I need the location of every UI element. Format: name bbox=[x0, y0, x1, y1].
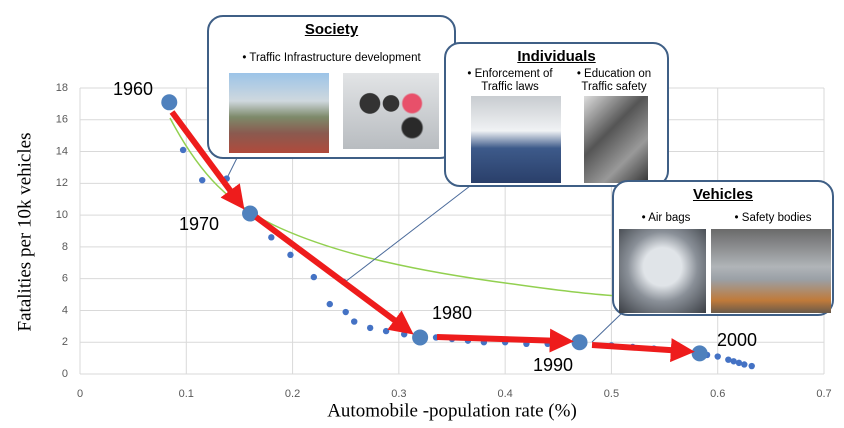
data-point bbox=[749, 363, 755, 369]
callout-item: • Enforcement of Traffic laws bbox=[452, 68, 568, 94]
milestone-point bbox=[692, 345, 708, 361]
callout-vehicles: Vehicles • Air bags • Safety bodies bbox=[612, 180, 834, 316]
data-point bbox=[180, 147, 186, 153]
photo-education bbox=[584, 96, 648, 183]
callout-item: • Safety bodies bbox=[714, 212, 832, 225]
callout-title: Society bbox=[209, 21, 454, 38]
data-point bbox=[268, 234, 274, 240]
data-point bbox=[741, 361, 747, 367]
y-tick-label: 2 bbox=[62, 336, 68, 348]
y-tick-label: 12 bbox=[56, 177, 68, 189]
data-point bbox=[327, 301, 333, 307]
year-label: 2000 bbox=[717, 330, 757, 350]
data-point bbox=[287, 252, 293, 258]
y-tick-label: 4 bbox=[62, 304, 68, 316]
x-tick-label: 0.6 bbox=[710, 388, 725, 400]
y-axis-title: Fatalities per 10k vehicles bbox=[14, 133, 35, 332]
photo-street bbox=[229, 73, 329, 153]
x-tick-label: 0 bbox=[77, 388, 83, 400]
x-tick-label: 0.5 bbox=[604, 388, 619, 400]
photo-crash-test bbox=[711, 229, 831, 313]
data-point bbox=[311, 274, 317, 280]
x-tick-label: 0.7 bbox=[816, 388, 831, 400]
y-tick-label: 14 bbox=[56, 145, 68, 157]
data-point bbox=[383, 328, 389, 334]
data-point bbox=[401, 331, 407, 337]
photo-police bbox=[471, 96, 561, 183]
callout-item: • Air bags bbox=[618, 212, 714, 225]
milestone-point bbox=[161, 94, 177, 110]
y-tick-label: 8 bbox=[62, 241, 68, 253]
milestone-point bbox=[412, 329, 428, 345]
data-point bbox=[367, 325, 373, 331]
year-label: 1980 bbox=[432, 303, 472, 323]
callout-item: • Education on Traffic safety bbox=[566, 68, 662, 94]
x-tick-label: 0.2 bbox=[285, 388, 300, 400]
y-tick-label: 0 bbox=[62, 368, 68, 380]
arrow bbox=[437, 337, 563, 341]
leader-line bbox=[592, 313, 622, 342]
milestone-point bbox=[572, 334, 588, 350]
page: 0 2 4 6 8 10 12 14 16 18 0 0.1 0.2 0.3 0.4 0.5 0.6 0.7 19… bbox=[0, 0, 844, 428]
year-label: 1960 bbox=[113, 79, 153, 99]
x-tick-label: 0.3 bbox=[391, 388, 406, 400]
arrow bbox=[592, 345, 684, 351]
callout-item: • Traffic Infrastructure development bbox=[213, 52, 450, 65]
x-axis-title: Automobile -population rate (%) bbox=[327, 400, 577, 421]
data-point bbox=[715, 353, 721, 359]
year-label: 1990 bbox=[533, 355, 573, 375]
data-point bbox=[351, 318, 357, 324]
y-tick-label: 16 bbox=[56, 114, 68, 126]
data-point bbox=[199, 177, 205, 183]
x-tick-label: 0.1 bbox=[179, 388, 194, 400]
x-tick-label: 0.4 bbox=[497, 388, 512, 400]
callout-title: Individuals bbox=[446, 48, 667, 65]
leader-line bbox=[345, 186, 470, 282]
data-point bbox=[343, 309, 349, 315]
photo-traffic-light bbox=[343, 73, 439, 149]
leader-line bbox=[227, 156, 238, 178]
callout-title: Vehicles bbox=[614, 186, 832, 203]
callout-society: Society • Traffic Infrastructure develop… bbox=[207, 15, 456, 159]
y-tick-label: 6 bbox=[62, 273, 68, 285]
photo-airbag bbox=[619, 229, 706, 313]
y-tick-label: 18 bbox=[56, 82, 68, 94]
arrow bbox=[256, 217, 405, 328]
callout-individuals: Individuals • Enforcement of Traffic law… bbox=[444, 42, 669, 187]
year-label: 1970 bbox=[179, 214, 219, 234]
y-tick-label: 10 bbox=[56, 209, 68, 221]
